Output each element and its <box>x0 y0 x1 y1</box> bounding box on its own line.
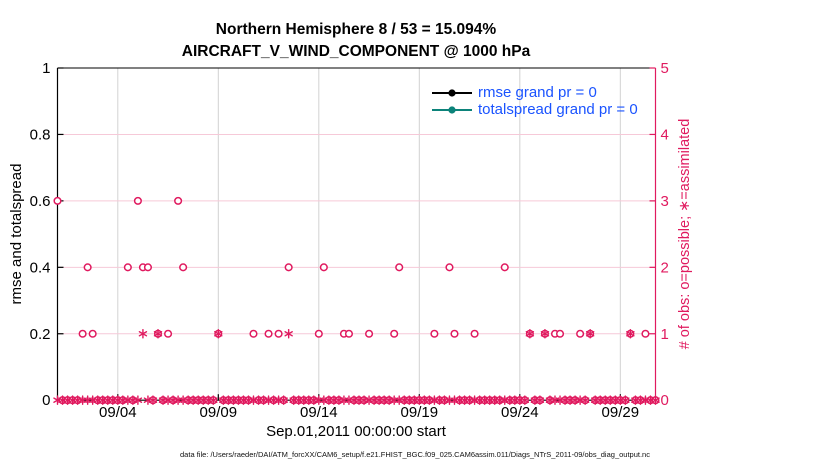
x-axis-label: Sep.01,2011 00:00:00 start <box>266 423 446 440</box>
legend-line-marker-icon <box>432 105 472 114</box>
svg-text:0: 0 <box>42 392 50 409</box>
svg-text:1: 1 <box>42 60 50 77</box>
legend: rmse grand pr = 0 totalspread grand pr = … <box>430 84 638 118</box>
svg-text:0.2: 0.2 <box>30 326 51 343</box>
svg-text:09/04: 09/04 <box>99 404 137 421</box>
svg-text:4: 4 <box>661 126 669 143</box>
legend-entry-label: totalspread grand pr = 0 <box>478 101 638 118</box>
svg-text:0.4: 0.4 <box>30 259 51 276</box>
legend-line-marker-icon <box>432 88 472 97</box>
chart-subtitle: AIRCRAFT_V_WIND_COMPONENT @ 1000 hPa <box>181 43 531 60</box>
svg-text:09/24: 09/24 <box>501 404 539 421</box>
svg-text:09/29: 09/29 <box>602 404 640 421</box>
chart-title: Northern Hemisphere 8 / 53 = 15.094% <box>215 21 497 38</box>
svg-text:1: 1 <box>661 326 669 343</box>
svg-text:0.6: 0.6 <box>30 193 51 210</box>
legend-entry-rmse: rmse grand pr = 0 <box>430 84 638 101</box>
legend-entry-label: rmse grand pr = 0 <box>478 84 597 101</box>
svg-text:2: 2 <box>661 259 669 276</box>
legend-entry-totalspread: totalspread grand pr = 0 <box>430 101 638 118</box>
left-y-axis-label: rmse and totalspread <box>8 163 25 305</box>
svg-text:0.8: 0.8 <box>30 126 51 143</box>
svg-text:09/19: 09/19 <box>401 404 439 421</box>
svg-text:3: 3 <box>661 193 669 210</box>
svg-text:5: 5 <box>661 60 669 77</box>
svg-text:09/14: 09/14 <box>300 404 338 421</box>
svg-text:09/09: 09/09 <box>200 404 238 421</box>
svg-text:0: 0 <box>661 392 669 409</box>
data-file-note: data file: /Users/raeder/DAI/ATM_forcXX/… <box>180 450 650 459</box>
right-y-axis-label: # of obs: o=possible; ∗=assimilated <box>677 118 693 350</box>
